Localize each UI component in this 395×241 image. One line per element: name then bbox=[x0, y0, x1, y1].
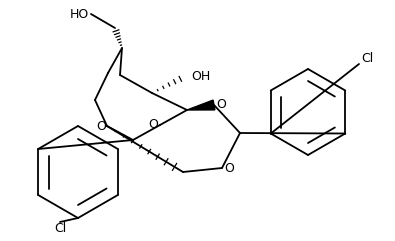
Text: Cl: Cl bbox=[361, 52, 373, 65]
Text: O: O bbox=[224, 161, 234, 174]
Text: O: O bbox=[148, 119, 158, 132]
Text: OH: OH bbox=[191, 69, 210, 82]
Text: O: O bbox=[96, 120, 106, 133]
Polygon shape bbox=[187, 100, 215, 110]
Text: O: O bbox=[216, 99, 226, 112]
Text: Cl: Cl bbox=[54, 221, 66, 234]
Text: HO: HO bbox=[70, 7, 89, 20]
